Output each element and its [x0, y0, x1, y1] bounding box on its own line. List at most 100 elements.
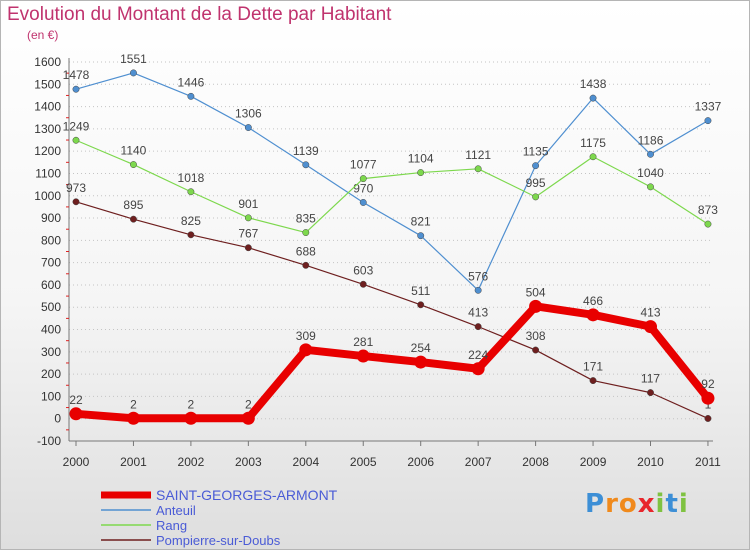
y-tick-label: 1600	[34, 55, 61, 69]
x-tick-label: 2004	[292, 455, 319, 469]
data-label-rang: 1018	[178, 171, 205, 185]
data-label-rang: 1249	[63, 119, 90, 133]
data-label-pompierre-sur-doubs: 895	[123, 198, 143, 212]
logo-letter: o	[618, 489, 638, 519]
data-label-saint-georges-armont: 413	[640, 306, 660, 320]
data-label-pompierre-sur-doubs: 767	[238, 227, 258, 241]
data-label-anteuil: 576	[468, 269, 488, 283]
data-point-pompierre-sur-doubs	[474, 323, 482, 331]
y-tick-label: 1300	[34, 122, 61, 136]
logo-letter: i	[655, 489, 666, 519]
y-tick-label: 500	[41, 300, 61, 314]
data-label-saint-georges-armont: 2	[245, 397, 252, 411]
data-point-anteuil	[302, 161, 310, 169]
logo-letter: x	[637, 489, 656, 519]
data-point-rang	[647, 183, 654, 191]
y-tick-label: 300	[41, 345, 61, 359]
data-point-rang	[359, 175, 367, 183]
data-label-saint-georges-armont: 309	[296, 329, 316, 343]
data-point-anteuil	[474, 286, 482, 294]
data-label-anteuil: 1186	[638, 133, 664, 147]
x-tick-label: 2008	[522, 455, 549, 469]
data-label-saint-georges-armont: 504	[526, 285, 546, 299]
data-point-anteuil	[647, 150, 654, 158]
data-point-anteuil	[417, 232, 425, 240]
data-label-pompierre-sur-doubs: 308	[526, 329, 546, 343]
data-point-saint-georges-armont	[701, 391, 715, 405]
data-point-pompierre-sur-doubs	[359, 280, 367, 288]
legend-label-rang: Rang	[156, 518, 187, 533]
y-tick-label: 1000	[34, 189, 61, 203]
data-label-saint-georges-armont: 254	[411, 341, 431, 355]
data-label-rang: 1104	[408, 152, 434, 166]
data-label-pompierre-sur-doubs: 973	[66, 181, 86, 195]
data-label-pompierre-sur-doubs: 688	[296, 244, 316, 258]
data-point-anteuil	[532, 162, 540, 170]
series-line-saint-georges-armont	[72, 302, 712, 423]
data-point-anteuil	[244, 124, 252, 131]
data-point-rang	[244, 214, 252, 222]
y-tick-label: 700	[41, 256, 61, 270]
x-tick-label: 2009	[580, 455, 607, 469]
data-label-saint-georges-armont: 92	[701, 377, 715, 391]
y-tick-label: -100	[37, 434, 61, 448]
data-point-anteuil	[359, 199, 367, 206]
data-label-pompierre-sur-doubs: 825	[181, 214, 201, 228]
data-point-saint-georges-armont	[356, 349, 370, 363]
data-label-pompierre-sur-doubs: 511	[411, 284, 430, 298]
data-label-anteuil: 970	[353, 181, 373, 195]
x-tick-label: 2007	[465, 455, 492, 469]
x-tick-label: 2005	[350, 455, 377, 469]
data-point-rang	[589, 153, 597, 161]
data-point-rang	[187, 188, 195, 196]
data-point-pompierre-sur-doubs	[244, 244, 252, 252]
unit-label: (en €)	[27, 28, 59, 42]
y-tick-label: 400	[41, 323, 61, 337]
y-tick-label: 800	[41, 233, 61, 247]
logo-letter: t	[665, 489, 679, 519]
data-point-rang	[532, 193, 540, 201]
x-tick-label: 2006	[407, 455, 434, 469]
proxiti-logo: Proxiti	[585, 489, 689, 519]
data-point-saint-georges-armont	[126, 411, 140, 425]
data-label-pompierre-sur-doubs: 603	[353, 263, 373, 277]
data-label-rang: 995	[526, 176, 546, 190]
data-label-saint-georges-armont: 466	[583, 294, 603, 308]
data-label-anteuil: 1306	[235, 107, 262, 121]
x-tick-label: 2010	[637, 455, 664, 469]
data-point-saint-georges-armont	[299, 343, 313, 357]
data-point-saint-georges-armont	[471, 362, 485, 376]
data-point-pompierre-sur-doubs	[704, 415, 712, 422]
data-label-pompierre-sur-doubs: 117	[641, 372, 660, 386]
data-label-anteuil: 1551	[120, 52, 147, 66]
x-tick-label: 2000	[63, 455, 90, 469]
logo-letter: P	[585, 489, 606, 519]
y-tick-label: 1500	[34, 77, 61, 91]
data-point-anteuil	[187, 92, 195, 100]
data-point-saint-georges-armont	[586, 308, 600, 322]
data-point-pompierre-sur-doubs	[647, 389, 654, 397]
data-point-saint-georges-armont	[644, 320, 657, 334]
data-label-anteuil: 1478	[63, 68, 90, 82]
data-label-saint-georges-armont: 22	[69, 393, 83, 407]
data-label-rang: 835	[296, 212, 316, 226]
series-line-rang	[75, 139, 709, 234]
y-tick-label: 1100	[35, 166, 61, 180]
x-tick-label: 2011	[695, 455, 721, 469]
x-tick-label: 2001	[120, 455, 147, 469]
data-point-saint-georges-armont	[241, 411, 255, 425]
legend-label-anteuil: Anteuil	[156, 503, 196, 518]
data-point-rang	[704, 220, 712, 228]
data-label-anteuil: 821	[411, 215, 431, 229]
y-tick-label: 200	[41, 367, 61, 381]
data-label-saint-georges-armont: 281	[353, 335, 373, 349]
series-line-anteuil	[75, 72, 709, 291]
data-label-rang: 1121	[465, 148, 491, 162]
data-point-rang	[130, 161, 137, 169]
data-label-saint-georges-armont: 224	[468, 348, 488, 362]
data-label-pompierre-sur-doubs: 171	[583, 360, 603, 374]
data-label-anteuil: 1446	[178, 75, 205, 89]
logo-letter: i	[678, 489, 689, 519]
data-point-pompierre-sur-doubs	[72, 198, 80, 206]
data-label-pompierre-sur-doubs: 413	[468, 306, 488, 320]
